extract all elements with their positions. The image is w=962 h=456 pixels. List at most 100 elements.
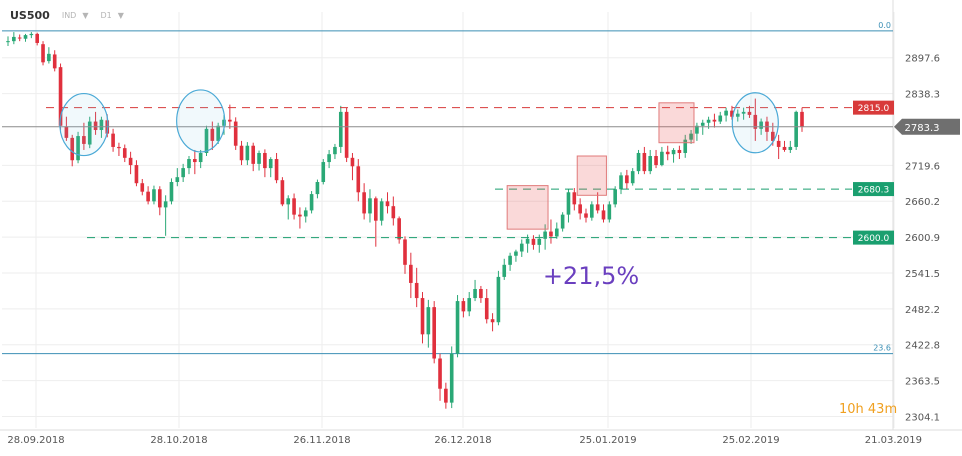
candle-body bbox=[625, 175, 629, 184]
candle-body bbox=[344, 111, 349, 158]
candle-body bbox=[64, 126, 69, 138]
candle-body bbox=[414, 282, 419, 299]
candle-body bbox=[397, 218, 401, 240]
market-tag: IND bbox=[61, 11, 77, 20]
candle-body bbox=[630, 171, 635, 184]
candle-body bbox=[759, 121, 763, 129]
candle-body bbox=[216, 125, 220, 141]
y-tick-label: 2422.8 bbox=[905, 341, 940, 352]
candle-body bbox=[420, 298, 425, 335]
candle-body bbox=[770, 131, 775, 141]
candle-body bbox=[52, 54, 57, 69]
chevron-down-icon[interactable]: ▼ bbox=[82, 11, 89, 20]
candle-body bbox=[613, 189, 617, 205]
candle-body bbox=[566, 192, 571, 215]
candle-timer: 10h 43m bbox=[839, 402, 898, 417]
candle-body bbox=[6, 41, 10, 43]
timeframe-tag[interactable]: D1 bbox=[100, 11, 112, 20]
candle-body bbox=[117, 146, 121, 149]
candle-body bbox=[572, 192, 577, 205]
candle-body bbox=[508, 255, 512, 265]
candle-body bbox=[321, 162, 326, 182]
candle-body bbox=[128, 157, 133, 166]
candle-body bbox=[70, 137, 75, 161]
candle-body bbox=[689, 133, 693, 140]
candle-body bbox=[368, 198, 372, 214]
candle-body bbox=[350, 157, 355, 167]
y-tick-label: 2482.2 bbox=[905, 305, 940, 316]
candle-body bbox=[479, 288, 483, 299]
candle-body bbox=[111, 133, 115, 147]
candle-body bbox=[257, 152, 261, 164]
x-tick-label: 21.03.2019 bbox=[865, 435, 922, 446]
candle-body bbox=[660, 151, 664, 166]
highlight-ellipse bbox=[731, 92, 779, 154]
candle-body bbox=[362, 192, 366, 214]
candle-body bbox=[163, 201, 168, 208]
candle-body bbox=[473, 288, 477, 299]
pattern-highlight-box bbox=[576, 155, 607, 196]
fibonacci-label: 23.6 bbox=[873, 344, 891, 353]
symbol-label[interactable]: US500 bbox=[10, 9, 50, 22]
candle-body bbox=[467, 298, 472, 312]
candle-body bbox=[268, 159, 273, 169]
candle-body bbox=[449, 353, 454, 403]
candle-body bbox=[706, 119, 711, 123]
candle-body bbox=[695, 125, 699, 134]
candle-body bbox=[648, 156, 653, 172]
candle-body bbox=[455, 301, 460, 354]
candle-body bbox=[700, 122, 705, 126]
candle-body bbox=[338, 111, 343, 147]
candle-body bbox=[584, 213, 588, 218]
x-tick-label: 26.11.2018 bbox=[293, 435, 350, 446]
candle-body bbox=[438, 358, 442, 389]
candle-body bbox=[531, 238, 536, 245]
candle-body bbox=[12, 36, 16, 42]
candle-body bbox=[228, 119, 232, 122]
candle-body bbox=[327, 154, 331, 163]
pattern-highlight-box bbox=[506, 185, 549, 230]
candle-body bbox=[379, 201, 384, 221]
candle-body bbox=[298, 214, 302, 217]
candle-body bbox=[712, 119, 717, 122]
candle-body bbox=[514, 251, 518, 256]
candle-body bbox=[403, 239, 407, 265]
level-price-label: 2680.3 bbox=[858, 186, 890, 196]
candle-body bbox=[175, 177, 180, 182]
y-tick-label: 2719.6 bbox=[905, 161, 940, 172]
candle-body bbox=[93, 121, 98, 131]
candle-body bbox=[356, 166, 361, 193]
candle-body bbox=[309, 194, 314, 211]
candle-body bbox=[409, 264, 413, 283]
candle-body bbox=[671, 149, 676, 155]
candle-body bbox=[490, 319, 495, 323]
candle-body bbox=[776, 140, 781, 147]
candle-body bbox=[303, 210, 308, 217]
candle-body bbox=[432, 307, 437, 359]
candle-body bbox=[187, 159, 191, 169]
candle-body bbox=[753, 114, 758, 129]
candle-body bbox=[554, 228, 559, 237]
candle-body bbox=[636, 152, 641, 172]
level-price-tag bbox=[853, 182, 894, 197]
candle-body bbox=[788, 146, 793, 150]
y-tick-label: 2304.1 bbox=[905, 412, 940, 423]
chart-header: US500 IND ▼ D1 ▼ bbox=[10, 9, 124, 22]
x-tick-label: 28.09.2018 bbox=[7, 435, 64, 446]
candle-body bbox=[496, 276, 501, 323]
candle-body bbox=[146, 191, 150, 202]
candle-body bbox=[251, 145, 256, 164]
candle-body bbox=[292, 198, 296, 215]
candle-body bbox=[800, 111, 804, 127]
chevron-down-icon[interactable]: ▼ bbox=[117, 11, 124, 20]
candle-body bbox=[140, 183, 145, 192]
candle-body bbox=[263, 152, 267, 169]
candle-body bbox=[280, 180, 285, 205]
y-tick-label: 2600.9 bbox=[905, 233, 940, 244]
highlight-ellipse bbox=[176, 89, 226, 153]
candle-body bbox=[286, 198, 291, 205]
candle-body bbox=[233, 121, 238, 146]
current-price-tag bbox=[894, 118, 960, 135]
